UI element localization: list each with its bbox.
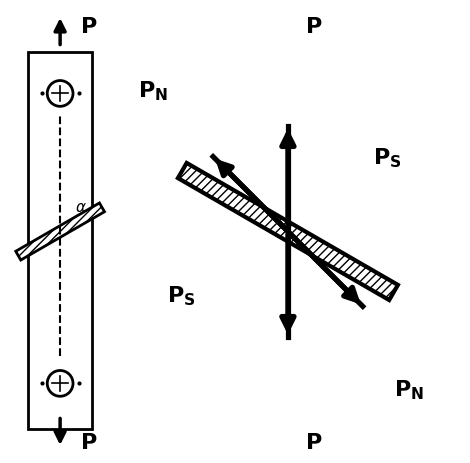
Circle shape — [47, 81, 73, 106]
Text: P: P — [306, 18, 322, 38]
Text: $\alpha$: $\alpha$ — [75, 200, 86, 215]
Text: P: P — [306, 433, 322, 453]
Bar — [28, 52, 92, 429]
Text: $\mathbf{P_N}$: $\mathbf{P_N}$ — [138, 79, 168, 103]
Circle shape — [47, 370, 73, 396]
Bar — [16, 203, 104, 260]
Bar — [178, 163, 398, 300]
Text: P: P — [81, 433, 97, 453]
Text: P: P — [81, 18, 97, 38]
Text: $\mathbf{P_S}$: $\mathbf{P_S}$ — [167, 284, 196, 308]
Text: $\mathbf{P_N}$: $\mathbf{P_N}$ — [394, 378, 424, 402]
Text: $\mathbf{P_S}$: $\mathbf{P_S}$ — [373, 146, 402, 169]
